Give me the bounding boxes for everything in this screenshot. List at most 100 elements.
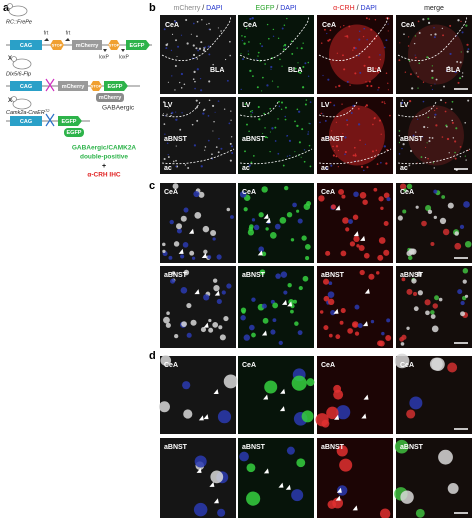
cell xyxy=(364,105,367,108)
cell xyxy=(385,17,388,19)
cell xyxy=(251,218,256,222)
cell xyxy=(394,439,409,454)
cell xyxy=(347,328,353,334)
cross: x xyxy=(8,95,12,104)
cell xyxy=(462,279,467,284)
cell xyxy=(372,123,374,126)
cell xyxy=(385,39,388,42)
mouse-line-name: Camk2a-CreER xyxy=(6,110,45,116)
gabaergic-label: GABAergic xyxy=(102,105,135,112)
cell xyxy=(421,220,427,227)
arrowhead xyxy=(257,250,263,256)
cell xyxy=(266,84,269,87)
cell xyxy=(291,375,307,391)
cell xyxy=(383,145,386,148)
cell xyxy=(400,101,404,105)
cell xyxy=(321,137,323,139)
cell xyxy=(175,111,177,113)
cell xyxy=(415,131,417,133)
cell xyxy=(432,303,438,309)
cell xyxy=(454,70,457,74)
cell xyxy=(400,342,405,346)
region-label: ac xyxy=(242,165,250,172)
cell xyxy=(241,40,243,42)
cell xyxy=(398,130,401,132)
cell xyxy=(442,228,450,236)
cell xyxy=(208,99,211,101)
cell xyxy=(399,336,405,342)
cell xyxy=(326,32,328,35)
cell xyxy=(210,229,217,236)
cell xyxy=(256,58,258,60)
cell xyxy=(297,330,303,336)
cell xyxy=(174,89,176,91)
mouse-line-sup: T2 xyxy=(45,108,50,113)
cell xyxy=(329,101,332,104)
cell xyxy=(398,135,401,137)
cell xyxy=(175,165,177,168)
cell xyxy=(297,62,299,64)
cell xyxy=(216,254,222,260)
mcherry-label: mCherry xyxy=(99,95,123,101)
region-label: ac xyxy=(400,165,408,172)
cell xyxy=(457,81,460,84)
cag-box xyxy=(10,81,42,91)
cell xyxy=(460,300,465,306)
arrowhead xyxy=(214,290,220,296)
cell xyxy=(380,206,384,211)
cell xyxy=(433,167,435,169)
cell xyxy=(354,304,360,310)
cell xyxy=(394,353,410,369)
cell xyxy=(270,65,273,69)
cell xyxy=(239,191,247,198)
cell xyxy=(297,71,300,74)
cell xyxy=(438,449,453,465)
cell xyxy=(406,409,416,419)
cell xyxy=(320,112,322,115)
cell xyxy=(288,139,292,142)
cell xyxy=(284,46,286,48)
frt-label: frt xyxy=(44,30,49,36)
cell xyxy=(457,289,463,295)
cell xyxy=(416,271,422,277)
cell xyxy=(194,57,196,60)
cell xyxy=(294,120,296,123)
cell xyxy=(341,194,346,199)
cell xyxy=(319,121,321,124)
cell xyxy=(269,107,272,110)
cell xyxy=(247,50,249,52)
cell xyxy=(294,321,299,326)
cell xyxy=(342,54,344,57)
micrograph xyxy=(396,438,472,518)
cell xyxy=(406,288,413,295)
cell xyxy=(439,99,443,102)
cell xyxy=(200,165,203,168)
cell xyxy=(425,146,427,149)
region-label: CeA xyxy=(322,22,336,29)
cell xyxy=(191,256,196,260)
region-label: LV xyxy=(321,102,330,109)
cell xyxy=(230,145,233,148)
cell xyxy=(441,27,444,30)
cell xyxy=(160,355,172,366)
cell xyxy=(444,110,447,113)
cell xyxy=(279,58,281,61)
cell xyxy=(409,61,411,63)
cell xyxy=(387,17,390,20)
cell xyxy=(467,99,470,102)
cell xyxy=(286,211,293,218)
cell xyxy=(280,101,284,104)
cell xyxy=(424,156,427,159)
cell xyxy=(305,99,308,101)
cell xyxy=(377,86,380,89)
cell xyxy=(325,104,327,106)
arrowhead xyxy=(213,498,219,504)
cell xyxy=(427,17,430,20)
cell xyxy=(208,28,210,30)
cell xyxy=(211,104,215,108)
cell xyxy=(194,211,202,219)
cell xyxy=(212,237,216,241)
cell xyxy=(204,46,207,49)
cell xyxy=(463,201,470,208)
cell xyxy=(434,295,439,301)
